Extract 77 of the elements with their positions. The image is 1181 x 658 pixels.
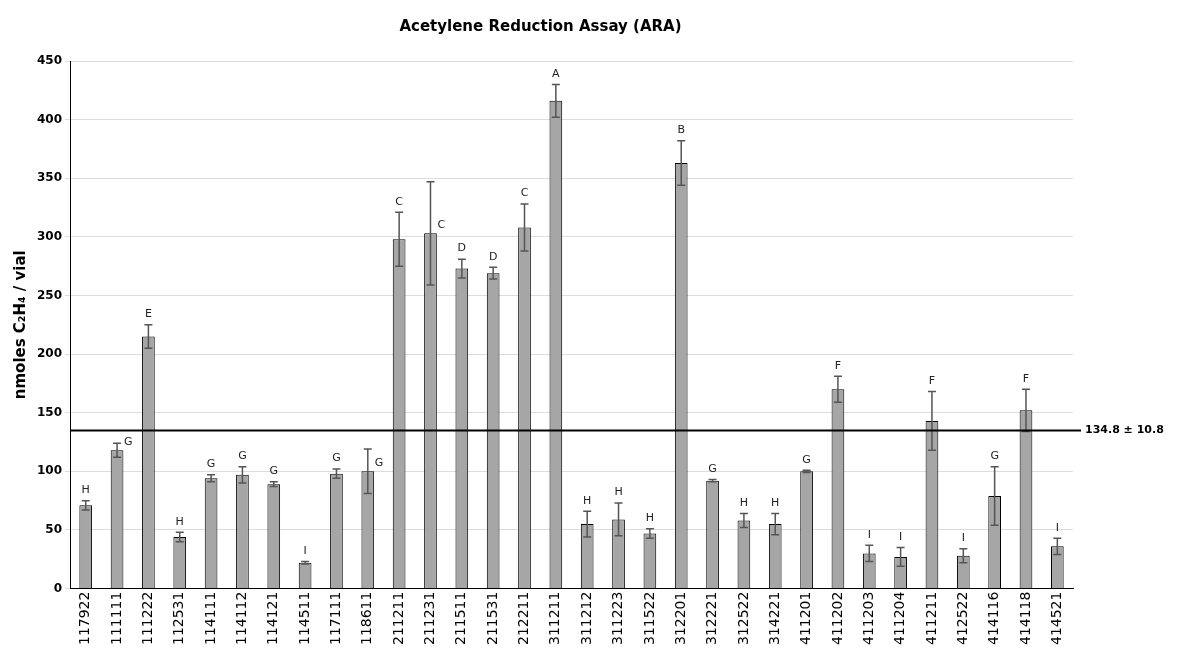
x-tick-label: 211231 bbox=[421, 591, 438, 646]
x-tick-label: 411202 bbox=[828, 591, 845, 646]
y-axis-title: nmoles C₂H₄ / vial bbox=[10, 250, 29, 400]
y-tick-label: 250 bbox=[36, 287, 63, 302]
data-label: G bbox=[990, 448, 999, 462]
data-label: G bbox=[708, 461, 717, 475]
x-tick-label: 312201 bbox=[671, 591, 688, 646]
x-tick-label: 114111 bbox=[201, 591, 218, 646]
data-label: I bbox=[898, 529, 903, 543]
data-label: I bbox=[867, 527, 871, 541]
x-tick-label: 414521 bbox=[1047, 591, 1064, 646]
x-tick-label: 114121 bbox=[264, 591, 281, 646]
data-label: H bbox=[771, 495, 780, 509]
x-tick-label: 111111 bbox=[107, 591, 124, 646]
y-tick-label: 100 bbox=[36, 463, 63, 478]
y-tick-label: 450 bbox=[36, 53, 63, 68]
x-tick-label: 117111 bbox=[327, 591, 344, 646]
x-tick-label: 412522 bbox=[953, 591, 970, 646]
y-tick-label: 400 bbox=[36, 111, 63, 126]
x-tick-label: 312522 bbox=[734, 591, 751, 646]
y-tick-label: 0 bbox=[53, 580, 63, 595]
y-tick-label: 300 bbox=[36, 228, 63, 243]
data-label: H bbox=[583, 493, 592, 507]
x-tick-label: 411201 bbox=[797, 591, 814, 646]
x-tick-label: 118611 bbox=[358, 591, 375, 646]
data-label: G bbox=[124, 434, 133, 448]
x-tick-label: 114112 bbox=[233, 591, 250, 646]
data-label: A bbox=[552, 66, 561, 80]
data-label: C bbox=[520, 186, 529, 200]
x-tick-label: 311212 bbox=[577, 591, 594, 646]
data-label: G bbox=[802, 452, 811, 466]
data-label: F bbox=[834, 358, 842, 372]
x-tick-label: 211211 bbox=[389, 591, 406, 646]
x-tick-label: 117922 bbox=[76, 591, 93, 646]
data-label: G bbox=[374, 455, 384, 469]
data-label: H bbox=[175, 514, 184, 528]
x-tick-label: 411211 bbox=[922, 591, 939, 646]
data-label: E bbox=[144, 307, 152, 321]
data-label: C bbox=[437, 217, 446, 231]
x-tick-label: 211531 bbox=[483, 591, 500, 646]
x-tick-label: 111222 bbox=[139, 591, 156, 646]
x-tick-label: 114511 bbox=[295, 591, 312, 646]
x-tick-label: 414118 bbox=[1016, 591, 1033, 646]
data-label: I bbox=[961, 531, 965, 545]
data-label: I bbox=[303, 543, 307, 557]
x-tick-label: 311211 bbox=[546, 591, 563, 646]
y-tick-label: 350 bbox=[36, 170, 63, 185]
data-label: H bbox=[614, 485, 623, 499]
x-tick-label: 411203 bbox=[859, 591, 876, 646]
data-label: D bbox=[457, 241, 467, 255]
x-tick-label: 212211 bbox=[515, 591, 532, 646]
y-tick-label: 50 bbox=[45, 522, 63, 537]
data-label: G bbox=[332, 451, 341, 465]
data-label: D bbox=[488, 249, 498, 263]
data-label: B bbox=[677, 123, 685, 137]
data-label: H bbox=[81, 482, 90, 496]
x-tick-label: 211511 bbox=[452, 591, 469, 646]
data-label: G bbox=[238, 448, 247, 462]
x-tick-label: 311223 bbox=[609, 591, 626, 646]
x-tick-label: 314221 bbox=[765, 591, 782, 646]
data-label: H bbox=[645, 511, 655, 525]
x-tick-label: 414116 bbox=[985, 591, 1002, 646]
x-tick-label: 112531 bbox=[170, 591, 187, 646]
x-tick-label: 411204 bbox=[891, 591, 908, 646]
x-tick-label: 311522 bbox=[640, 591, 657, 646]
data-label: F bbox=[1022, 371, 1030, 385]
x-tick-label: 312221 bbox=[703, 591, 720, 646]
data-label: I bbox=[1055, 520, 1059, 534]
chart-title: Acetylene Reduction Assay (ARA) bbox=[399, 16, 682, 35]
data-label: F bbox=[928, 373, 936, 387]
data-label: H bbox=[739, 495, 749, 509]
data-label: C bbox=[395, 194, 404, 208]
y-tick-label: 150 bbox=[36, 404, 63, 419]
ref-line-label: 134.8 ± 10.8 bbox=[1085, 423, 1164, 437]
y-tick-label: 200 bbox=[36, 346, 63, 361]
data-label: G bbox=[269, 464, 279, 478]
data-label: G bbox=[206, 457, 216, 471]
